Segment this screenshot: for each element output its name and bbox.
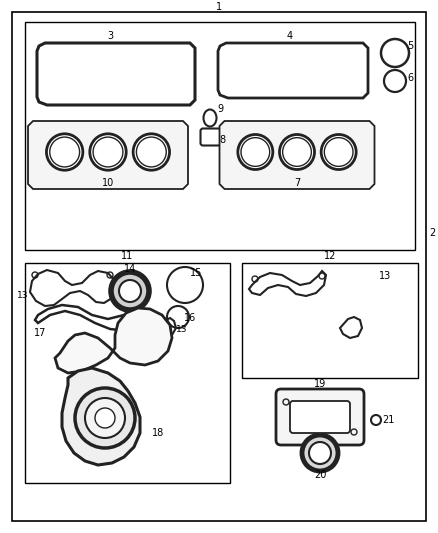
Text: 20: 20: [314, 470, 326, 480]
Circle shape: [309, 442, 331, 464]
Circle shape: [75, 388, 135, 448]
Circle shape: [279, 134, 314, 169]
Text: 13: 13: [379, 271, 391, 281]
Circle shape: [85, 398, 125, 438]
Text: 13: 13: [176, 326, 188, 335]
Polygon shape: [219, 121, 374, 189]
Polygon shape: [62, 368, 140, 465]
Text: 17: 17: [34, 328, 46, 338]
Polygon shape: [28, 121, 188, 189]
Text: 12: 12: [324, 251, 336, 261]
Text: 8: 8: [219, 135, 225, 145]
Polygon shape: [55, 308, 172, 373]
Text: 1: 1: [216, 2, 222, 12]
Circle shape: [302, 435, 338, 471]
Circle shape: [321, 134, 356, 169]
Circle shape: [111, 272, 149, 310]
Text: 19: 19: [314, 379, 326, 389]
FancyBboxPatch shape: [290, 401, 350, 433]
Circle shape: [119, 280, 141, 302]
Circle shape: [133, 134, 170, 170]
Text: 13: 13: [17, 290, 28, 300]
Text: 4: 4: [287, 31, 293, 41]
Text: 7: 7: [294, 178, 300, 188]
Circle shape: [95, 408, 115, 428]
Text: 10: 10: [102, 178, 114, 188]
Text: 5: 5: [407, 41, 413, 51]
Text: 9: 9: [217, 104, 223, 114]
Text: 11: 11: [121, 251, 133, 261]
Text: 21: 21: [382, 415, 394, 425]
Circle shape: [90, 134, 126, 170]
Text: 14: 14: [124, 264, 136, 274]
Text: 16: 16: [184, 313, 196, 323]
FancyBboxPatch shape: [276, 389, 364, 445]
Text: 18: 18: [152, 428, 164, 438]
Text: 15: 15: [190, 268, 202, 278]
Circle shape: [238, 134, 273, 169]
Text: 2: 2: [429, 228, 435, 238]
Text: 3: 3: [107, 31, 113, 41]
Text: 6: 6: [407, 73, 413, 83]
Circle shape: [46, 134, 83, 170]
